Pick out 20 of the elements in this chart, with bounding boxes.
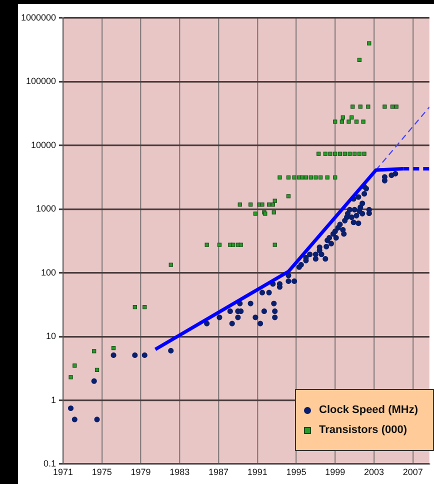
x-tick-label: 1995	[286, 466, 306, 477]
x-tick-label: 2003	[364, 466, 384, 477]
x-tick-label: 1987	[208, 466, 229, 477]
x-tick-label: 2007	[402, 466, 423, 477]
y-tick-label: 1000000	[20, 12, 56, 22]
legend-label: Clock Speed (MHz)	[319, 404, 418, 416]
y-tick-label: 1	[50, 394, 56, 405]
y-tick-label: 100	[40, 267, 56, 278]
y-tick-label: 1000	[36, 204, 56, 214]
x-tick-label: 1971	[52, 466, 74, 477]
x-tick-label: 1991	[247, 466, 268, 477]
x-tick-label: 1983	[170, 466, 190, 477]
y-tick-label: 0.1	[43, 458, 56, 468]
x-tick-label: 1999	[325, 466, 346, 477]
legend-label: Transistors (000)	[319, 424, 408, 436]
y-tick-label: 10000	[30, 140, 56, 150]
x-tick-label: 1979	[130, 466, 151, 477]
x-tick-label: 1975	[92, 466, 112, 477]
y-tick-label: 100000	[26, 76, 56, 86]
y-tick-label: 10	[46, 331, 56, 342]
